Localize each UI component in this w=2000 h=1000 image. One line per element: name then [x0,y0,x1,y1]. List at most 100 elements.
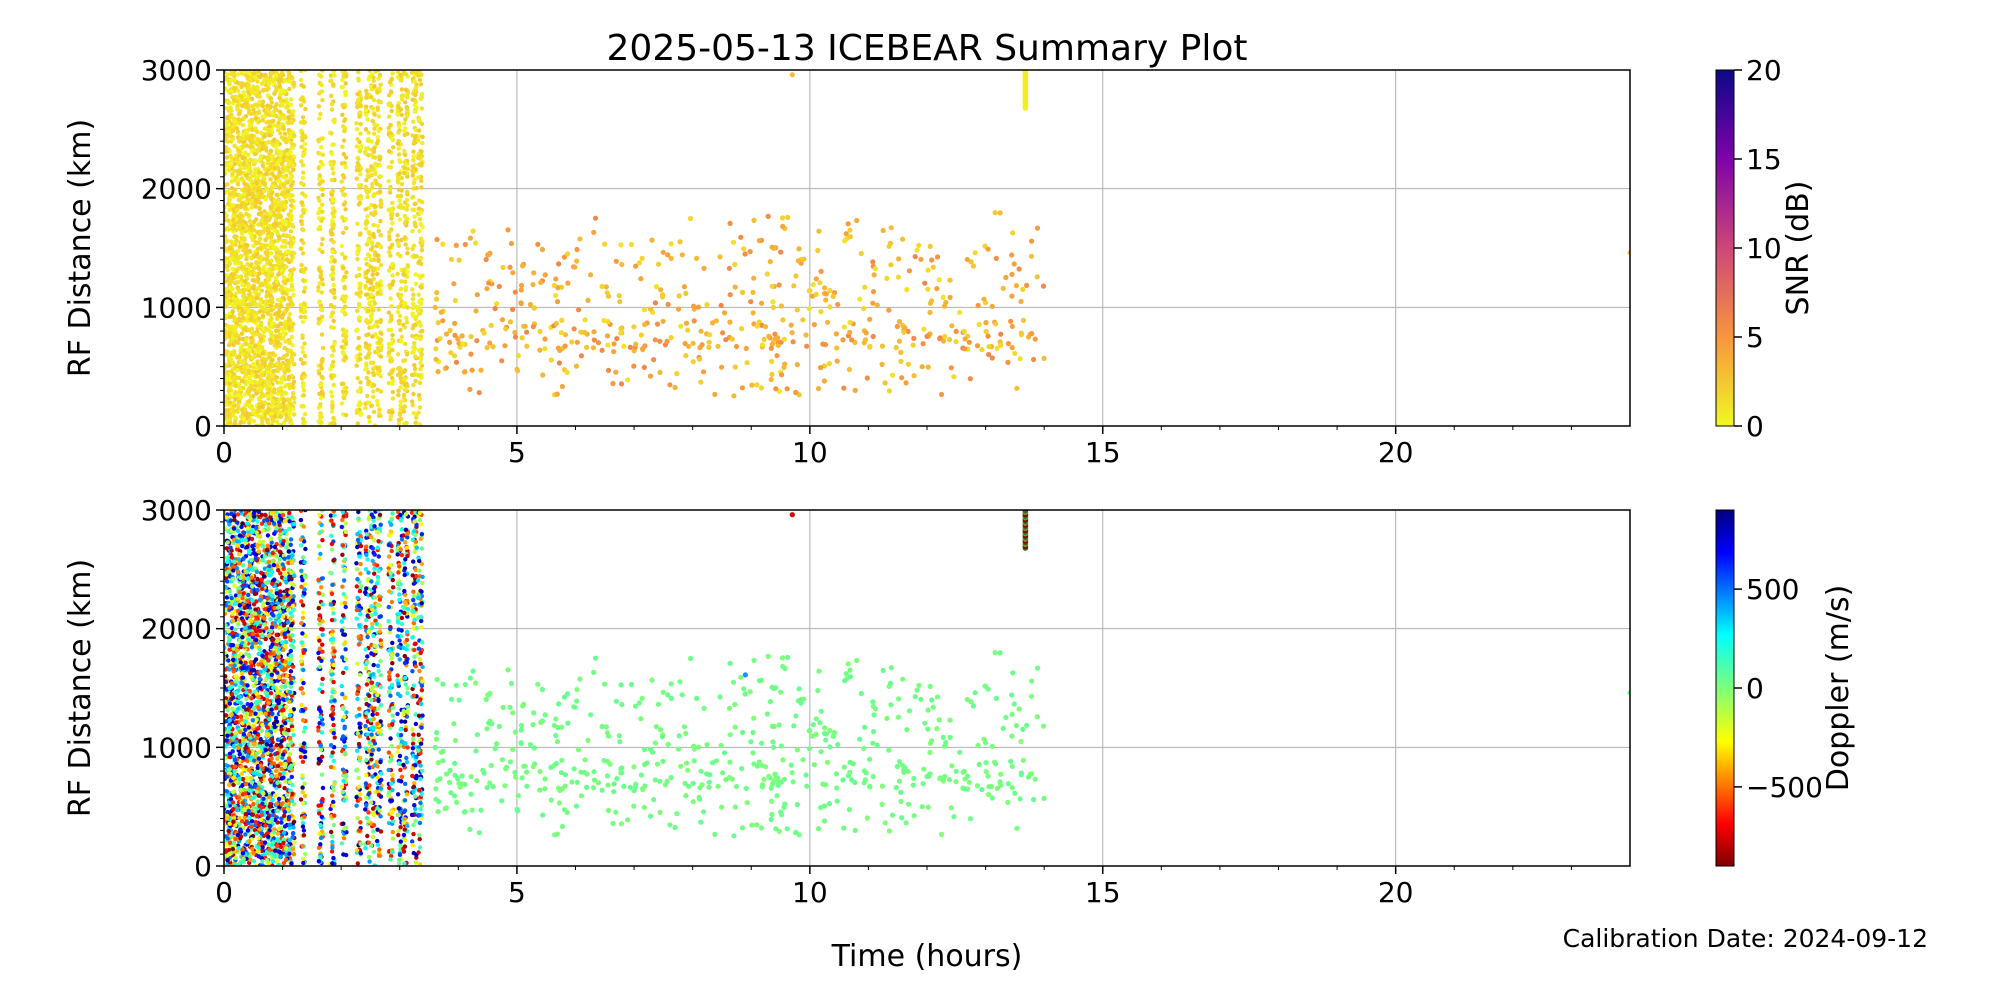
data-point [277,409,282,415]
data-point [369,292,374,297]
data-point [263,196,268,202]
data-point [256,109,262,114]
data-point [257,271,262,276]
data-point [403,287,408,293]
data-point [357,352,363,357]
data-point [263,383,268,388]
data-point [231,367,236,372]
data-point [1014,385,1020,391]
data-point [507,264,513,270]
data-point [270,141,275,146]
data-point [275,568,281,573]
data-point [241,297,246,303]
data-point [591,337,597,343]
data-point [264,140,269,146]
data-point [245,388,251,393]
data-point [518,282,525,289]
data-point [732,364,738,370]
data-point [231,296,236,301]
data-point [289,213,294,218]
data-point [402,160,408,165]
data-point [247,123,252,128]
data-point [272,228,277,233]
data-point [236,112,242,117]
data-point [355,221,360,226]
data-point [880,227,886,234]
data-point [284,406,289,411]
data-point [386,102,391,108]
data-point [371,232,376,237]
data-point [250,103,255,109]
data-point [282,373,287,378]
data-point [822,285,828,291]
data-point [584,344,590,350]
data-point [263,238,268,243]
data-point [981,296,987,302]
data-point [301,170,306,175]
data-point [542,346,548,352]
data-point [318,395,324,401]
data-point [330,363,336,369]
data-point [668,241,674,247]
data-point [683,353,689,359]
data-point [241,420,247,425]
colorbar-tick-label: 15 [1746,143,1782,176]
data-point [226,89,231,94]
data-point [275,311,280,316]
data-point [389,358,395,363]
data-point [224,145,229,150]
data-point [1032,336,1038,342]
data-point [330,394,335,399]
data-point [282,79,288,84]
data-point [732,284,738,290]
data-point [224,674,228,679]
data-point [329,101,335,107]
data-point [251,283,256,288]
data-point [678,323,684,329]
data-point [300,175,306,180]
data-point [273,408,278,413]
data-point [252,151,258,157]
data-point [433,296,440,302]
data-point [370,244,375,250]
data-point [1005,359,1011,365]
data-point [402,148,407,154]
data-point [251,410,256,416]
data-point [290,158,296,163]
data-point [794,307,800,313]
data-point [372,112,377,117]
data-point [259,222,264,227]
data-point [330,310,335,315]
data-point [396,366,402,371]
data-point [230,202,235,208]
data-point [266,271,272,276]
data-point [284,147,290,153]
data-point [940,294,946,300]
data-point [318,303,323,309]
colorbar-tick-label: 20 [1746,54,1782,87]
data-point [270,110,275,116]
data-point [512,289,518,295]
data-point [237,93,242,98]
data-point [340,144,345,149]
data-point [420,328,425,334]
data-point [242,165,247,171]
data-point [416,206,421,211]
data-point [319,290,325,295]
data-point [343,155,349,160]
data-point [720,330,726,336]
data-point [332,209,337,214]
data-point [339,243,344,249]
data-point [277,158,283,163]
data-point [789,330,795,336]
data-point [235,156,240,162]
snr-panel-grid [224,70,1630,426]
data-point [281,126,286,132]
data-point [317,72,322,78]
data-point [396,130,401,135]
data-point [266,85,271,91]
data-point [369,403,374,408]
data-point [395,141,401,146]
data-point [486,252,492,258]
data-point [268,313,273,318]
